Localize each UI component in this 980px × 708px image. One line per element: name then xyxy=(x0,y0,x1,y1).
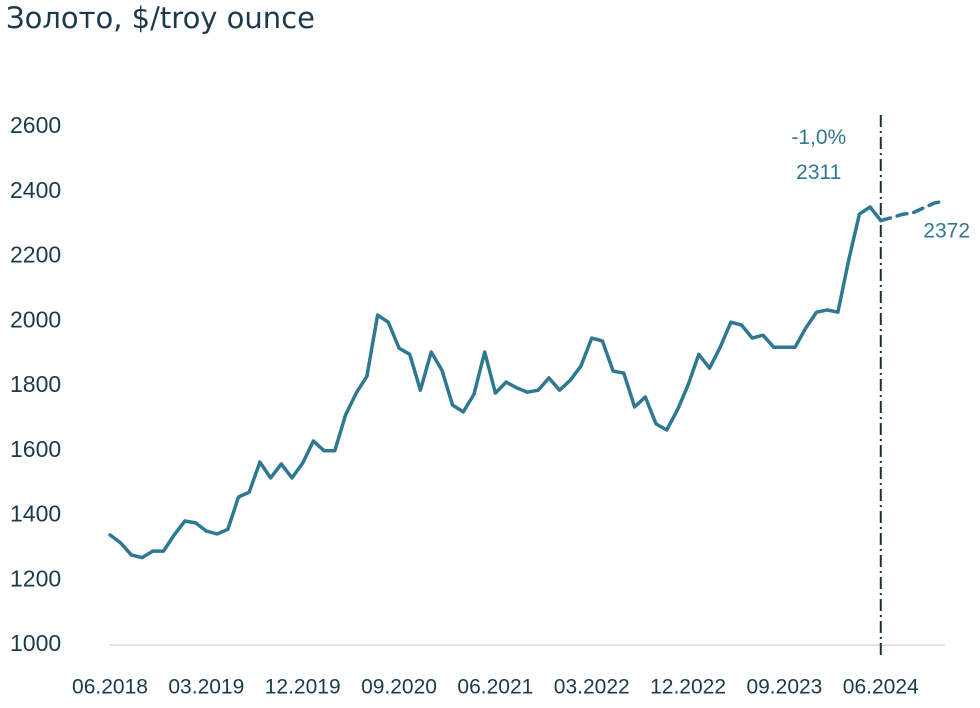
y-tick-label: 2400 xyxy=(10,177,61,203)
y-tick-label: 1600 xyxy=(10,436,61,462)
y-tick-label: 1000 xyxy=(10,630,61,656)
y-tick-label: 2200 xyxy=(10,242,61,268)
y-tick-label: 2000 xyxy=(10,306,61,332)
x-tick-label: 12.2019 xyxy=(265,676,341,699)
y-tick-label: 1400 xyxy=(10,501,61,527)
x-tick-label: 09.2020 xyxy=(361,676,437,699)
line-series xyxy=(879,199,947,223)
x-tick-label: 09.2023 xyxy=(746,676,822,699)
x-tick-label: 06.2024 xyxy=(843,676,919,699)
y-tick-label: 1800 xyxy=(10,371,61,397)
data-label: 2311 xyxy=(796,161,841,184)
chart-title: Золото, $/troy ounce xyxy=(6,1,315,35)
annotation: -1,0% xyxy=(791,126,846,149)
data-label: 2372 xyxy=(923,219,970,242)
y-tick-label: 1200 xyxy=(10,565,61,591)
x-tick-label: 03.2022 xyxy=(554,676,630,699)
y-tick-label: 2600 xyxy=(10,112,61,138)
x-tick-label: 06.2021 xyxy=(457,676,533,699)
x-tick-label: 06.2018 xyxy=(72,676,148,699)
line-series xyxy=(108,205,883,560)
x-tick-label: 12.2022 xyxy=(650,676,726,699)
x-tick-label: 03.2019 xyxy=(168,676,244,699)
